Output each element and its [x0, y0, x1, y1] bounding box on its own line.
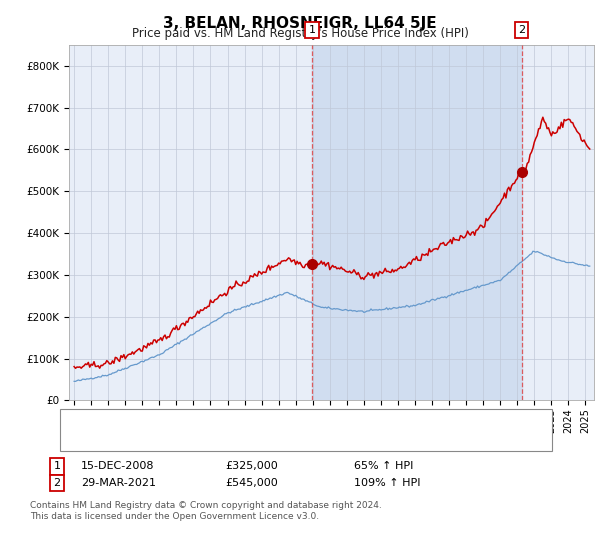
- Text: 3, BELAN, RHOSNEIGR, LL64 5JE: 3, BELAN, RHOSNEIGR, LL64 5JE: [163, 16, 437, 31]
- Text: 3, BELAN, RHOSNEIGR, LL64 5JE (detached house): 3, BELAN, RHOSNEIGR, LL64 5JE (detached …: [93, 416, 355, 426]
- Text: 2: 2: [518, 25, 525, 35]
- Text: 2: 2: [53, 478, 61, 488]
- Text: 15-DEC-2008: 15-DEC-2008: [81, 461, 155, 472]
- Bar: [312, 45, 521, 400]
- Text: 1: 1: [53, 461, 61, 472]
- Text: —: —: [67, 433, 83, 448]
- Text: 65% ↑ HPI: 65% ↑ HPI: [354, 461, 413, 472]
- Text: 109% ↑ HPI: 109% ↑ HPI: [354, 478, 421, 488]
- Text: 29-MAR-2021: 29-MAR-2021: [81, 478, 156, 488]
- Text: HPI: Average price, detached house, Isle of Anglesey: HPI: Average price, detached house, Isle…: [93, 435, 368, 445]
- Text: Price paid vs. HM Land Registry's House Price Index (HPI): Price paid vs. HM Land Registry's House …: [131, 27, 469, 40]
- Text: £325,000: £325,000: [225, 461, 278, 472]
- Text: Contains HM Land Registry data © Crown copyright and database right 2024.
This d: Contains HM Land Registry data © Crown c…: [30, 501, 382, 521]
- Text: 1: 1: [308, 25, 316, 35]
- Text: £545,000: £545,000: [225, 478, 278, 488]
- Text: —: —: [67, 413, 83, 428]
